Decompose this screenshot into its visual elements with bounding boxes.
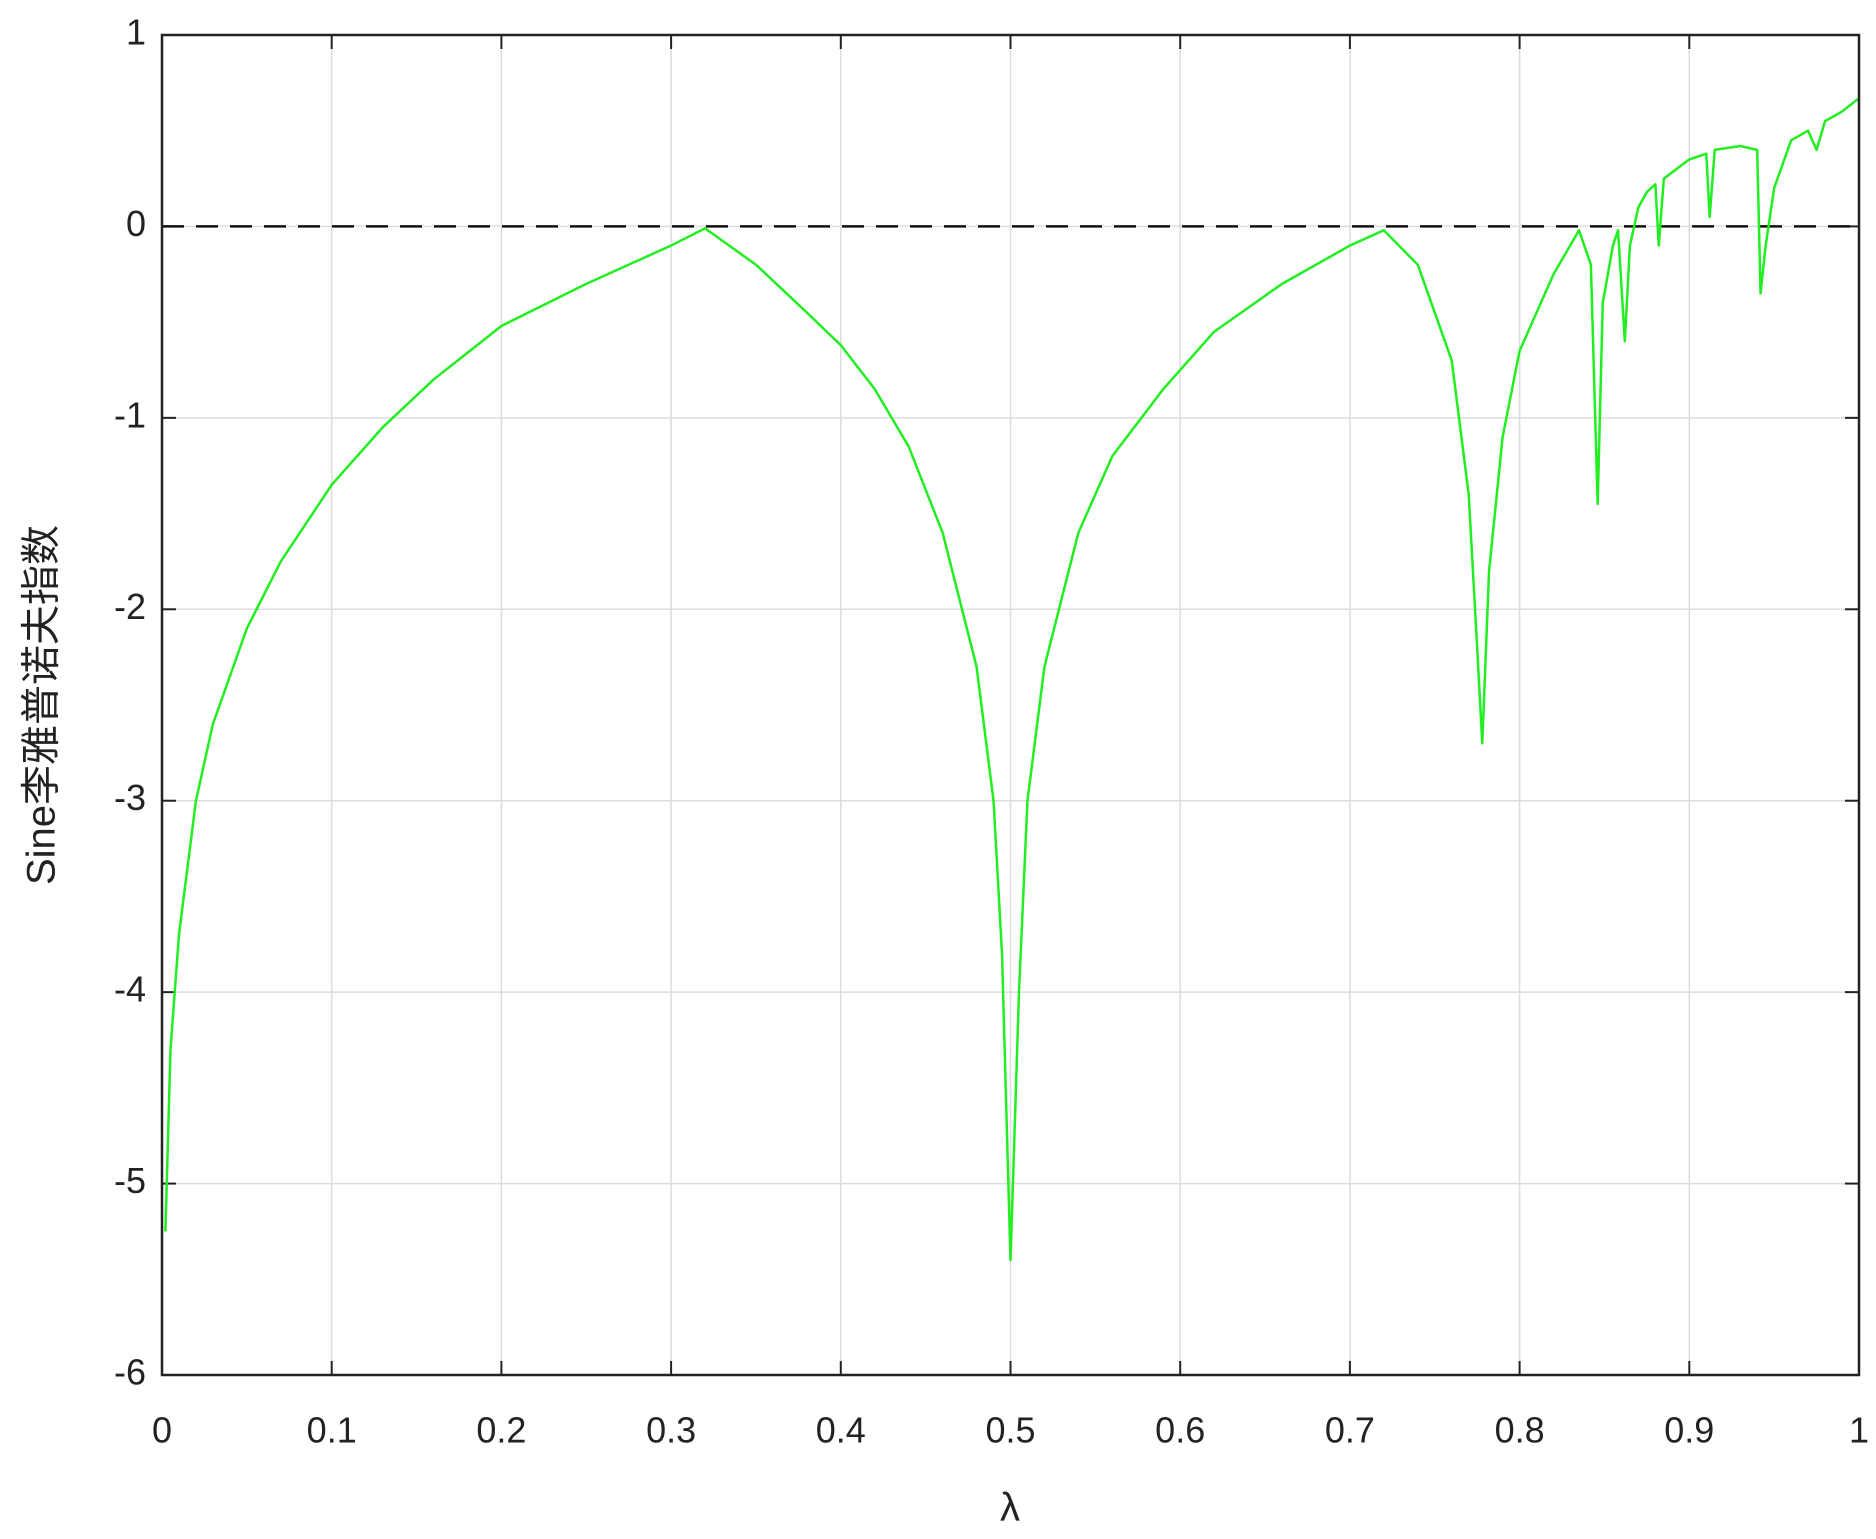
x-tick-label: 0.9 xyxy=(1664,1410,1714,1451)
x-tick-label: 0.1 xyxy=(307,1410,357,1451)
x-tick-label: 0.2 xyxy=(476,1410,526,1451)
y-tick-label: -5 xyxy=(114,1160,146,1201)
x-tick-label: 0.5 xyxy=(985,1410,1035,1451)
y-tick-label: 0 xyxy=(126,203,146,244)
x-axis-label: λ xyxy=(1000,1486,1020,1530)
y-tick-label: -1 xyxy=(114,394,146,435)
x-tick-label: 0.4 xyxy=(816,1410,866,1451)
y-tick-label: -4 xyxy=(114,969,146,1010)
y-tick-label: -6 xyxy=(114,1352,146,1393)
plot-frame xyxy=(160,33,1861,1377)
y-tick-label: -3 xyxy=(114,777,146,818)
y-tick-label: -2 xyxy=(114,586,146,627)
x-tick-label: 0.3 xyxy=(646,1410,696,1451)
data-line xyxy=(164,97,1860,1262)
x-tick-label: 0 xyxy=(152,1410,172,1451)
y-axis-label: Sine李雅普诺夫指数 xyxy=(20,525,64,885)
x-tick-label: 0.6 xyxy=(1155,1410,1205,1451)
x-tick-label: 0.8 xyxy=(1495,1410,1545,1451)
y-tick-label: 1 xyxy=(126,12,146,53)
x-tick-label: 1 xyxy=(1849,1410,1869,1451)
x-tick-label: 0.7 xyxy=(1325,1410,1375,1451)
